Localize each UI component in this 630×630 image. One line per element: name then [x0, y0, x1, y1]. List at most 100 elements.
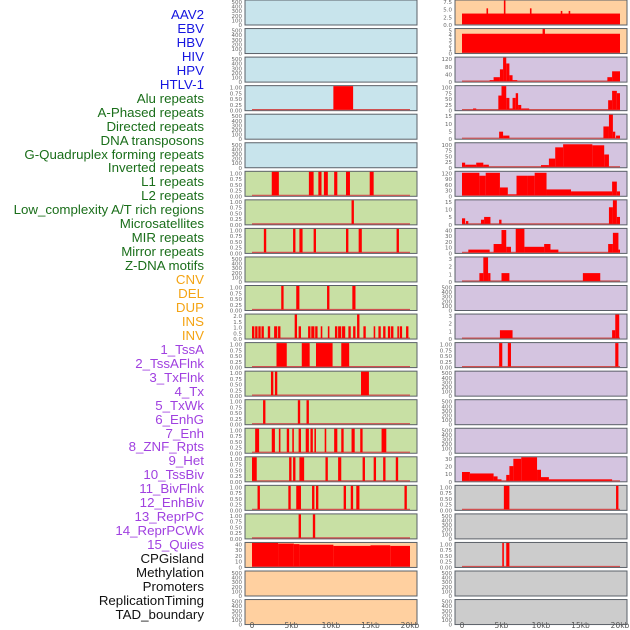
y-tick-label: 500 — [232, 143, 243, 149]
y-tick-label: 40 — [235, 542, 242, 548]
data-bar — [493, 476, 498, 481]
track-label: HTLV-1 — [159, 76, 204, 92]
data-bar — [323, 171, 328, 196]
data-bar — [524, 246, 545, 253]
data-bar — [548, 158, 556, 167]
track-panel: 0.000.250.500.751.00 — [440, 484, 628, 514]
data-bar — [548, 479, 613, 481]
y-tick-label: 0.25 — [230, 531, 243, 537]
y-tick-label: 0.25 — [440, 360, 453, 366]
track-label: TAD_boundary — [115, 606, 204, 622]
y-tick-label: 200 — [232, 14, 243, 20]
panel-background — [454, 113, 628, 140]
y-tick-label: 300 — [232, 123, 243, 129]
y-tick-label: 400 — [232, 147, 243, 153]
y-tick-label: 10 — [445, 208, 452, 214]
data-bar — [308, 171, 314, 196]
y-tick-label: 1.00 — [230, 514, 243, 520]
data-bar — [486, 8, 489, 24]
track-panel: 0.000.250.500.751.00 — [230, 513, 418, 543]
y-tick-label: 100 — [232, 47, 243, 53]
data-bar — [346, 228, 349, 253]
y-tick-label: 0 — [449, 537, 453, 543]
panel-background — [454, 342, 628, 369]
track-panel: 0.000.250.500.751.00 — [230, 170, 418, 200]
y-tick-label: 25 — [445, 160, 452, 166]
panel-background — [244, 0, 418, 26]
y-tick-label: 500 — [232, 114, 243, 120]
y-tick-label: 0.25 — [230, 417, 243, 423]
data-bar — [498, 95, 502, 110]
y-tick-label: 20 — [445, 240, 452, 246]
y-tick-label: 0 — [239, 80, 243, 86]
y-tick-label: 1.0 — [233, 326, 242, 332]
data-bar — [286, 428, 290, 453]
y-tick-label: 2 — [449, 265, 453, 271]
data-bar — [608, 100, 613, 110]
y-tick-label: 0 — [449, 166, 453, 172]
y-tick-label: 200 — [442, 528, 453, 534]
data-bar — [324, 428, 327, 453]
y-tick-label: 0.00 — [230, 366, 243, 372]
y-tick-label: 500 — [442, 400, 453, 406]
data-bar — [383, 457, 386, 481]
y-tick-label: 300 — [442, 437, 453, 443]
data-bar — [612, 71, 620, 82]
data-bar — [271, 171, 279, 196]
panel-background — [244, 142, 418, 169]
y-tick-label: 0 — [449, 423, 453, 429]
y-tick-label: 300 — [232, 38, 243, 44]
track-label: Methylation — [136, 565, 204, 580]
data-bar — [318, 171, 322, 196]
track-label: AAV2 — [170, 7, 204, 22]
track-label: Directed repeats — [106, 118, 204, 134]
y-tick-label: 0 — [239, 594, 243, 600]
data-bar — [292, 428, 294, 453]
data-bar — [334, 171, 338, 196]
y-tick-label: 200 — [442, 385, 453, 391]
y-tick-label: 120 — [442, 57, 453, 63]
y-tick-label: 200 — [232, 128, 243, 134]
data-bar — [462, 471, 470, 481]
data-bar — [348, 326, 351, 339]
data-bar — [608, 244, 613, 253]
track-label: EBV — [177, 20, 204, 36]
y-tick-label: 400 — [442, 576, 453, 582]
data-bar — [370, 545, 391, 567]
y-tick-label: 0.75 — [440, 491, 453, 497]
track-label: Inverted repeats — [107, 160, 204, 176]
data-bar — [383, 326, 386, 339]
data-bar — [506, 63, 510, 82]
y-tick-label: 60 — [445, 183, 452, 189]
y-tick-label: 0.00 — [230, 109, 243, 115]
panel-background — [454, 313, 628, 340]
data-bar — [373, 326, 376, 339]
panel-background — [244, 370, 418, 397]
y-tick-label: 300 — [232, 609, 243, 615]
data-bar — [296, 485, 301, 510]
panel-background — [244, 199, 418, 226]
track-panel: 05 10 15 — [445, 113, 628, 143]
data-bar — [301, 343, 310, 367]
data-bar — [473, 108, 477, 110]
y-tick-label: 0.50 — [230, 525, 243, 531]
track-label: Microsatellites — [119, 216, 204, 232]
data-bar — [616, 135, 620, 139]
data-bar — [378, 326, 381, 339]
data-bar — [338, 326, 342, 339]
y-tick-label: 1.00 — [440, 485, 453, 491]
y-tick-label: 0.50 — [230, 240, 243, 246]
data-bar — [484, 216, 491, 224]
data-bar — [612, 131, 616, 139]
y-tick-label: 200 — [442, 414, 453, 420]
y-tick-label: 500 — [232, 57, 243, 63]
track-panel: 0.000.250.500.751.00 — [230, 227, 418, 257]
y-tick-label: 0.00 — [230, 480, 243, 486]
data-bar — [608, 207, 613, 224]
y-tick-label: 0.75 — [440, 348, 453, 354]
y-tick-label: 500 — [232, 0, 243, 6]
y-tick-label: 100 — [442, 86, 453, 92]
